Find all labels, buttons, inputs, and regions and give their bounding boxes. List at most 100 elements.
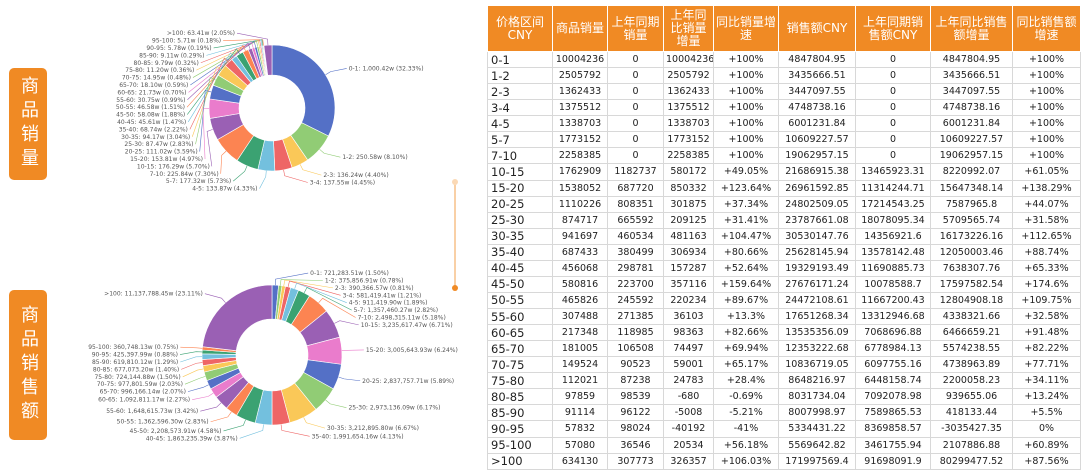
table-cell: 8220992.07 (930, 163, 1013, 181)
table-row: 65-70 181005 106508 74497 +69.94% 12353222.68… (487, 340, 1081, 358)
slice-label: 0-1: 721,283.51w (1.50%) (310, 270, 389, 277)
table-cell: 36103 (663, 307, 714, 326)
slice-value-label: 137.55w (4.45%) (324, 179, 376, 186)
table-cell: 7638307.76 (930, 259, 1013, 277)
table-cell: 25628145.94 (778, 243, 856, 261)
label-separator: : (139, 74, 143, 81)
label-line (196, 39, 260, 71)
table-cell: 418133.44 (930, 404, 1013, 422)
slice-value-label: 1,092,811.17w (2.27%) (120, 396, 191, 403)
table-row: 50-55 465826 245592 220234 +89.67% 24472108.6… (487, 291, 1081, 310)
slice-category: 85-90 (92, 359, 110, 366)
chart-title: 商品销量 (9, 68, 47, 180)
table-cell: +80.66% (713, 243, 779, 261)
label-line (195, 76, 216, 145)
slice-label: 5-7: 1,357,460.27w (2.82%) (354, 307, 438, 314)
table-cell: -3035427.35 (930, 420, 1013, 438)
label-line (200, 402, 222, 412)
table-cell: 80299477.52 (930, 452, 1013, 471)
table-row: 60-65 217348 118985 98363 +82.66% 13535356.09… (487, 324, 1081, 342)
table-cell: 217348 (552, 324, 608, 342)
table-cell: 16173226.16 (930, 227, 1013, 245)
header-cell: 价格区间CNY (487, 5, 553, 52)
table-cell: 2505792 (552, 67, 608, 85)
slice-category: >100 (104, 290, 121, 297)
table-cell: 50-55 (487, 291, 553, 310)
slice-value-label: 94.17w (3.04%) (143, 133, 191, 140)
table-cell: +88.74% (1012, 243, 1081, 261)
table-cell: +100% (1012, 99, 1081, 117)
table-cell: 57080 (552, 436, 608, 454)
slice-category: >100 (167, 30, 184, 37)
chart-title: 商品销售额 (9, 290, 47, 440)
slice-label: 70-75: 977,801.59w (2.03%) (97, 381, 183, 388)
label-separator: : (183, 30, 187, 37)
table-cell: 0 (855, 83, 931, 101)
slice-label: 15-20: 3,005,643.93w (6.24%) (366, 346, 458, 353)
table-cell: 687433 (552, 243, 608, 261)
table-cell: 10004236 (663, 50, 714, 69)
label-separator: : (137, 81, 141, 88)
table-cell: 1762909 (552, 163, 608, 181)
table-cell: 8369858.57 (855, 420, 931, 438)
table-cell: 245592 (607, 291, 664, 310)
label-separator: : (139, 133, 143, 140)
slice-label: 3-4: 581,419.41w (1.21%) (343, 292, 422, 299)
table-cell: +44.07% (1012, 195, 1081, 213)
label-line (341, 349, 364, 351)
label-separator: : (359, 65, 363, 72)
slice-label: 45-50: 58.08w (1.88%) (116, 111, 185, 118)
table-row: 25-30 874717 665592 209125 +31.41% 23787661.0… (487, 211, 1081, 229)
table-cell: 7587965.8 (930, 195, 1013, 213)
label-separator: : (344, 425, 348, 432)
label-line (202, 108, 210, 159)
label-separator: : (136, 126, 140, 133)
table-cell: 10609227.57 (778, 131, 856, 149)
slice-label: 25-30: 2,973,136.09w (6.17%) (348, 404, 440, 411)
table-row: 80-85 97859 98539 -680 -0.69% 8031734.04 70920… (487, 388, 1081, 406)
slice-category: 95-100 (88, 344, 109, 351)
slice-value-label: 360,748.13w (0.75%) (113, 344, 178, 351)
label-line (338, 376, 361, 382)
table-cell: +5.5% (1012, 404, 1081, 422)
table-cell: 6001231.84 (930, 115, 1013, 133)
table-cell: 4748738.16 (778, 99, 856, 117)
table-cell: 460534 (607, 227, 664, 245)
label-line (188, 41, 254, 93)
table-cell: +100% (713, 67, 779, 85)
table-row: 15-20 1538052 687720 850332 +123.64% 26961592… (487, 179, 1081, 197)
table-cell: 3447097.55 (930, 83, 1013, 101)
table-cell: 307773 (607, 452, 664, 471)
label-line (206, 39, 263, 56)
table-cell: 0% (1012, 420, 1081, 438)
table-row: 70-75 149524 90523 59001 +65.17% 10836719.05 6… (487, 356, 1081, 374)
table-cell: 4338321.66 (930, 307, 1013, 326)
table-cell: 4738963.89 (930, 356, 1013, 374)
label-separator: : (110, 366, 114, 373)
table-cell: 57832 (552, 420, 608, 438)
table-body: 0-1 10004236 0 10004236 +100% 4847804.95 0 4847… (487, 50, 1081, 471)
label-line (204, 293, 226, 303)
slice-category: 35-40 (312, 433, 330, 440)
table-row: 1-2 2505792 0 2505792 +100% 3435666.51 0 343566… (487, 67, 1081, 85)
slice-value-label: 46.58w (1.51%) (137, 104, 185, 111)
table-cell: +31.41% (713, 211, 779, 229)
slice-value-label: 911,419.90w (1.89%) (363, 299, 428, 306)
slice-label: 7-10: 225.84w (7.30%) (150, 170, 219, 177)
label-line (180, 346, 203, 349)
table-row: 45-50 580816 223700 357116 +159.64% 27676171.… (487, 275, 1081, 293)
slice-category: 45-50 (130, 427, 148, 434)
table-cell: 465826 (552, 291, 608, 310)
slice-label: 40-45: 1,863,235.39w (3.87%) (146, 435, 238, 442)
label-line (236, 32, 269, 46)
table-cell: 35-40 (487, 243, 553, 261)
label-separator: : (345, 284, 349, 291)
table-cell: +123.64% (713, 179, 779, 197)
table-cell: 687720 (607, 179, 664, 197)
table-row: 0-1 10004236 0 10004236 +100% 4847804.95 0 4847… (487, 50, 1081, 69)
table-cell: 11314244.71 (855, 179, 931, 197)
slice-label: 70-75: 14.95w (0.48%) (122, 74, 191, 81)
slice-category: 85-90 (139, 52, 157, 59)
slice-label: 65-70: 996,166.14w (2.07%) (100, 388, 186, 395)
table-cell: +100% (1012, 131, 1081, 149)
